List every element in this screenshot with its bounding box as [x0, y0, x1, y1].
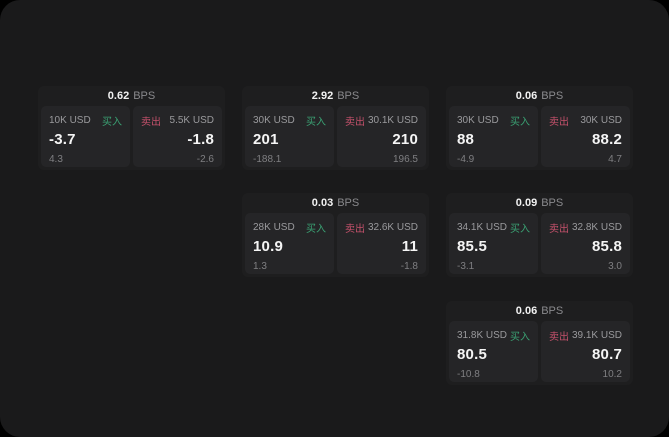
buy-price: 201	[253, 131, 279, 148]
sell-delta: -2.6	[196, 154, 214, 165]
buy-price: 88	[457, 131, 475, 148]
quote-card: 2.92 BPS 30K USD 买入 201 -188.1 卖出 30.1K …	[242, 86, 429, 170]
sell-delta: 4.7	[608, 154, 622, 165]
buy-delta: 4.3	[49, 154, 63, 165]
spread-header: 0.03 BPS	[245, 193, 426, 213]
sell-amount: 32.8K USD	[571, 222, 622, 233]
buy-amount: 30K USD	[253, 115, 295, 126]
buy-price: -3.7	[49, 131, 76, 148]
buy-panel[interactable]: 30K USD 买入 201 -188.1	[245, 106, 334, 167]
buy-side-label: 买入	[306, 224, 326, 235]
buy-side-label: 买入	[510, 117, 530, 128]
spread-value: 0.09	[515, 197, 538, 209]
buy-amount: 30K USD	[457, 115, 499, 126]
buy-delta: -10.8	[457, 369, 480, 380]
buy-panel[interactable]: 28K USD 买入 10.9 1.3	[245, 213, 334, 274]
spread-header: 0.62 BPS	[41, 86, 222, 106]
quote-panels: 34.1K USD 买入 85.5 -3.1 卖出 32.8K USD 85.8…	[449, 213, 630, 274]
spread-header: 0.06 BPS	[449, 301, 630, 321]
quote-card: 0.06 BPS 30K USD 买入 88 -4.9 卖出 30K USD 8…	[446, 86, 633, 170]
spread-value: 2.92	[311, 90, 334, 102]
sell-side-label: 卖出	[141, 117, 161, 128]
buy-delta: -4.9	[457, 154, 475, 165]
buy-price: 80.5	[457, 346, 487, 363]
buy-delta: -3.1	[457, 261, 475, 272]
buy-panel[interactable]: 34.1K USD 买入 85.5 -3.1	[449, 213, 538, 274]
spread-value: 0.06	[515, 90, 538, 102]
quote-panels: 31.8K USD 买入 80.5 -10.8 卖出 39.1K USD 80.…	[449, 321, 630, 382]
buy-panel[interactable]: 31.8K USD 买入 80.5 -10.8	[449, 321, 538, 382]
sell-side-label: 卖出	[345, 117, 365, 128]
sell-price: 88.2	[592, 131, 622, 148]
quote-card: 0.03 BPS 28K USD 买入 10.9 1.3 卖出 32.6K US…	[242, 193, 429, 277]
sell-panel[interactable]: 卖出 32.6K USD 11 -1.8	[337, 213, 426, 274]
buy-side-label: 买入	[102, 117, 122, 128]
quote-panels: 30K USD 买入 201 -188.1 卖出 30.1K USD 210 1…	[245, 106, 426, 167]
buy-delta: -188.1	[253, 154, 282, 165]
spread-unit: BPS	[337, 197, 360, 209]
spread-unit: BPS	[541, 90, 564, 102]
buy-amount: 10K USD	[49, 115, 91, 126]
sell-amount: 39.1K USD	[571, 330, 622, 341]
sell-panel[interactable]: 卖出 5.5K USD -1.8 -2.6	[133, 106, 222, 167]
quote-panels: 10K USD 买入 -3.7 4.3 卖出 5.5K USD -1.8 -2.…	[41, 106, 222, 167]
quote-card: 0.06 BPS 31.8K USD 买入 80.5 -10.8 卖出 39.1…	[446, 301, 633, 385]
spread-header: 2.92 BPS	[245, 86, 426, 106]
buy-amount: 31.8K USD	[457, 330, 508, 341]
buy-side-label: 买入	[510, 224, 530, 235]
spread-unit: BPS	[541, 305, 564, 317]
sell-price: 85.8	[592, 238, 622, 255]
buy-price: 10.9	[253, 238, 283, 255]
spread-unit: BPS	[541, 197, 564, 209]
sell-price: 80.7	[592, 346, 622, 363]
sell-amount: 5.5K USD	[169, 115, 214, 126]
sell-delta: 3.0	[608, 261, 622, 272]
sell-side-label: 卖出	[549, 224, 569, 235]
spread-value: 0.03	[311, 197, 334, 209]
sell-delta: -1.8	[400, 261, 418, 272]
sell-delta: 10.2	[602, 369, 622, 380]
sell-price: 11	[401, 238, 418, 255]
quote-panels: 28K USD 买入 10.9 1.3 卖出 32.6K USD 11 -1.8	[245, 213, 426, 274]
sell-price: -1.8	[187, 131, 214, 148]
quote-panels: 30K USD 买入 88 -4.9 卖出 30K USD 88.2 4.7	[449, 106, 630, 167]
buy-price: 85.5	[457, 238, 487, 255]
sell-side-label: 卖出	[549, 332, 569, 343]
spread-header: 0.09 BPS	[449, 193, 630, 213]
sell-panel[interactable]: 卖出 30.1K USD 210 196.5	[337, 106, 426, 167]
spread-header: 0.06 BPS	[449, 86, 630, 106]
spread-value: 0.06	[515, 305, 538, 317]
quote-card: 0.62 BPS 10K USD 买入 -3.7 4.3 卖出 5.5K USD…	[38, 86, 225, 170]
spread-unit: BPS	[133, 90, 156, 102]
sell-delta: 196.5	[392, 154, 418, 165]
spread-value: 0.62	[107, 90, 130, 102]
sell-side-label: 卖出	[345, 224, 365, 235]
buy-side-label: 买入	[306, 117, 326, 128]
buy-side-label: 买入	[510, 332, 530, 343]
buy-delta: 1.3	[253, 261, 267, 272]
sell-side-label: 卖出	[549, 117, 569, 128]
sell-panel[interactable]: 卖出 32.8K USD 85.8 3.0	[541, 213, 630, 274]
sell-price: 210	[392, 131, 418, 148]
buy-amount: 28K USD	[253, 222, 295, 233]
buy-amount: 34.1K USD	[457, 222, 508, 233]
buy-panel[interactable]: 30K USD 买入 88 -4.9	[449, 106, 538, 167]
sell-panel[interactable]: 卖出 39.1K USD 80.7 10.2	[541, 321, 630, 382]
sell-amount: 32.6K USD	[367, 222, 418, 233]
sell-amount: 30K USD	[580, 115, 622, 126]
quote-card: 0.09 BPS 34.1K USD 买入 85.5 -3.1 卖出 32.8K…	[446, 193, 633, 277]
spread-unit: BPS	[337, 90, 360, 102]
sell-amount: 30.1K USD	[367, 115, 418, 126]
buy-panel[interactable]: 10K USD 买入 -3.7 4.3	[41, 106, 130, 167]
sell-panel[interactable]: 卖出 30K USD 88.2 4.7	[541, 106, 630, 167]
